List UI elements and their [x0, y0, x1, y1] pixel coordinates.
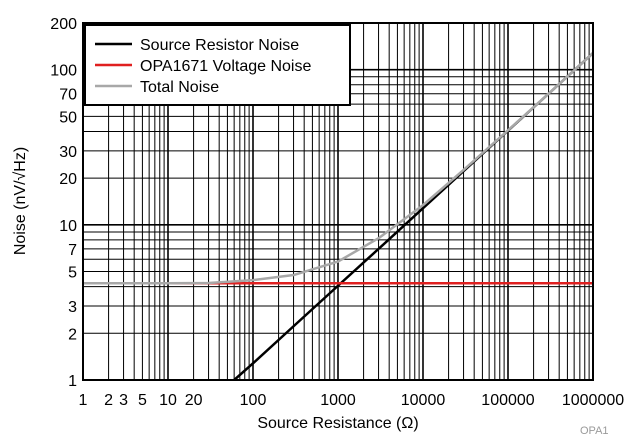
y-tick-label: 7 — [68, 242, 77, 259]
y-tick-label: 30 — [59, 144, 77, 161]
x-tick-label: 1 — [79, 392, 88, 409]
x-tick-label: 100 — [240, 392, 267, 409]
legend-label-opa-voltage: OPA1671 Voltage Noise — [140, 58, 311, 75]
series-lines — [83, 52, 594, 381]
plot-frame — [82, 22, 594, 381]
x-tick-label: 3 — [119, 392, 128, 409]
y-tick-label: 200 — [50, 16, 77, 33]
y-tick-label: 5 — [68, 265, 77, 282]
series-line-total-noise — [83, 52, 594, 285]
y-tick-label: 20 — [59, 171, 77, 188]
y-tick-label: 10 — [59, 218, 77, 235]
x-tick-label: 1000000 — [562, 392, 624, 409]
y-tick-labels: 1 2 3 5 7 10 20 30 50 70 100 200 — [50, 16, 77, 390]
legend: Source Resistor Noise OPA1671 Voltage No… — [84, 24, 351, 106]
footer-code: OPA1 — [580, 425, 609, 436]
y-tick-label: 70 — [59, 87, 77, 104]
x-tick-label: 10 — [159, 392, 177, 409]
x-tick-label: 5 — [138, 392, 147, 409]
legend-label-total-noise: Total Noise — [140, 79, 219, 96]
x-tick-label: 10000 — [401, 392, 446, 409]
x-axis-title: Source Resistance (Ω) — [257, 415, 418, 432]
x-tick-label: 1000 — [320, 392, 356, 409]
y-tick-label: 2 — [68, 326, 77, 343]
x-tick-labels: 1 2 3 5 10 20 100 1000 10000 100000 1000000 — [79, 392, 625, 409]
x-tick-label: 2 — [104, 392, 113, 409]
x-tick-label: 20 — [185, 392, 203, 409]
y-tick-label: 3 — [68, 299, 77, 316]
y-axis-title: Noise (nV/√Hz) — [12, 147, 29, 255]
y-tick-label: 1 — [68, 373, 77, 390]
legend-label-source-resistor: Source Resistor Noise — [140, 37, 299, 54]
y-tick-label: 50 — [59, 109, 77, 126]
x-tick-label: 100000 — [481, 392, 534, 409]
y-tick-label: 100 — [50, 63, 77, 80]
